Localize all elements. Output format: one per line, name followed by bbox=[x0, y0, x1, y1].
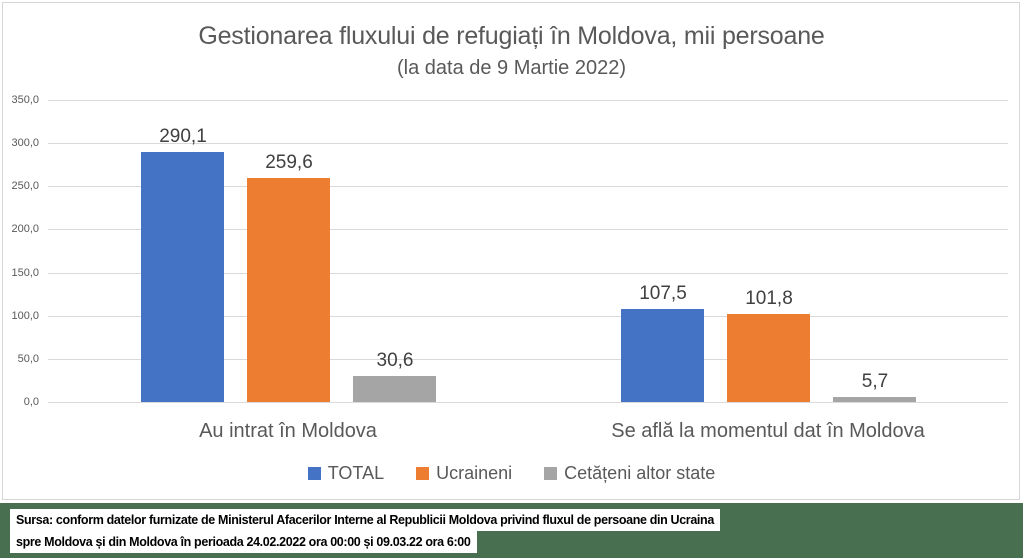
gridline-200 bbox=[48, 229, 1008, 230]
data-label-101-8: 101,8 bbox=[745, 288, 793, 309]
chart-title: Gestionarea fluxului de refugiați în Mol… bbox=[198, 22, 825, 50]
legend-swatch-icon bbox=[544, 467, 558, 480]
gridline-350 bbox=[48, 100, 1008, 101]
data-label-259-6: 259,6 bbox=[265, 152, 313, 173]
bar-ucraineni-cat1 bbox=[247, 178, 330, 402]
y-tick-label-150: 150,0 bbox=[11, 267, 39, 279]
bar-cet-eni-altor-state-cat2 bbox=[833, 397, 916, 402]
bar-total-cat1 bbox=[141, 152, 224, 402]
y-tick-label-0: 0,0 bbox=[23, 396, 39, 408]
legend-swatch-icon bbox=[307, 467, 321, 480]
gridline-100 bbox=[48, 316, 1008, 317]
gridline-300 bbox=[48, 143, 1008, 144]
chart-subtitle: (la data de 9 Martie 2022) bbox=[396, 57, 627, 79]
y-tick-label-100: 100,0 bbox=[11, 310, 39, 322]
gridline-250 bbox=[48, 186, 1008, 187]
legend-label: Cetățeni altor state bbox=[564, 463, 716, 483]
gridline-50 bbox=[48, 359, 1008, 360]
y-tick-label-50: 50,0 bbox=[17, 353, 39, 365]
category-label-2: Se află la momentul dat în Moldova bbox=[611, 420, 925, 442]
footer-source-line2: spre Moldova și din Moldova în perioada … bbox=[10, 531, 477, 553]
category-label-1: Au intrat în Moldova bbox=[199, 420, 377, 442]
data-label-107-5: 107,5 bbox=[639, 283, 687, 304]
chart-area: Gestionarea fluxului de refugiați în Mol… bbox=[0, 2, 1023, 500]
legend-label: Ucraineni bbox=[436, 463, 513, 483]
data-label-5-7: 5,7 bbox=[861, 371, 889, 392]
y-tick-label-300: 300,0 bbox=[11, 137, 39, 149]
plot-area bbox=[48, 100, 1008, 403]
footer-source-text: Sursa: conform datelor furnizate de Mini… bbox=[0, 503, 1023, 553]
gridline-0 bbox=[48, 402, 1008, 403]
legend-item-total: TOTAL bbox=[307, 463, 385, 484]
data-label-30-6: 30,6 bbox=[376, 350, 414, 371]
bar-total-cat2 bbox=[621, 309, 704, 402]
bar-cet-eni-altor-state-cat1 bbox=[353, 376, 436, 402]
legend-item-cet-eni-altor-state: Cetățeni altor state bbox=[544, 463, 715, 484]
legend: TOTAL Ucraineni Cetățeni altor state bbox=[0, 463, 1023, 484]
y-tick-label-350: 350,0 bbox=[11, 94, 39, 106]
legend-label: TOTAL bbox=[327, 463, 385, 483]
legend-swatch-icon bbox=[416, 467, 430, 480]
gridline-150 bbox=[48, 273, 1008, 274]
legend-item-ucraineni: Ucraineni bbox=[416, 463, 512, 484]
y-tick-label-250: 250,0 bbox=[11, 180, 39, 192]
footer-source-line1: Sursa: conform datelor furnizate de Mini… bbox=[10, 509, 720, 531]
bar-ucraineni-cat2 bbox=[727, 314, 810, 402]
y-tick-label-200: 200,0 bbox=[11, 223, 39, 235]
footer-band: Sursa: conform datelor furnizate de Mini… bbox=[0, 503, 1023, 558]
data-label-290-1: 290,1 bbox=[159, 126, 207, 147]
